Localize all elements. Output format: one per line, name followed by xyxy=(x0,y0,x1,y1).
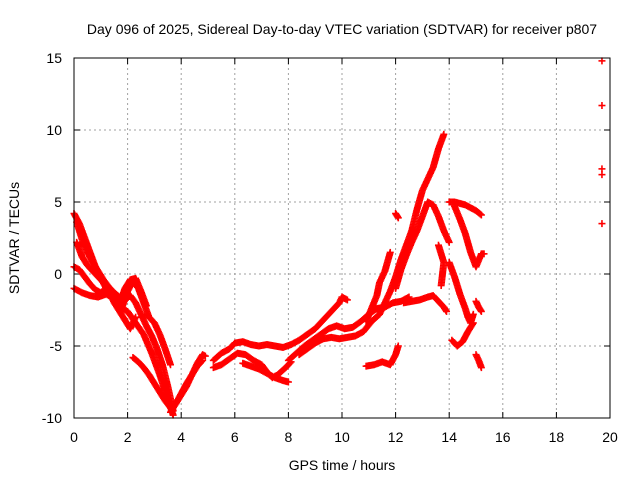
y-tick-label: -10 xyxy=(42,410,62,426)
data-point xyxy=(142,302,150,310)
data-point xyxy=(386,248,394,256)
data-point xyxy=(469,319,477,327)
x-tick-label: 12 xyxy=(388,429,404,445)
data-point xyxy=(166,361,174,369)
data-point xyxy=(132,313,140,321)
y-axis-ticks: -10 -5 0 5 10 15 xyxy=(42,50,610,426)
data-point xyxy=(199,356,207,364)
data-point xyxy=(443,307,451,315)
x-tick-label: 10 xyxy=(334,429,350,445)
data-point xyxy=(394,214,402,222)
x-axis-label: GPS time / hours xyxy=(289,457,396,473)
data-point xyxy=(598,220,606,228)
y-tick-label: 10 xyxy=(46,122,62,138)
data-point xyxy=(445,238,453,246)
data-point xyxy=(477,307,485,315)
data-point xyxy=(198,358,206,366)
plot-frame xyxy=(73,57,611,419)
y-tick-label: 5 xyxy=(54,194,62,210)
data-point xyxy=(343,296,351,304)
data-point xyxy=(469,310,477,318)
x-axis-ticks: 0 2 4 6 8 10 12 14 16 18 20 xyxy=(70,58,618,445)
data-points xyxy=(70,57,606,419)
x-tick-label: 6 xyxy=(231,429,239,445)
x-tick-label: 8 xyxy=(285,429,293,445)
data-point xyxy=(480,250,488,258)
chart-title: Day 096 of 2025, Sidereal Day-to-day VTE… xyxy=(87,21,597,37)
y-tick-label: 15 xyxy=(46,50,62,66)
data-point xyxy=(476,210,484,218)
y-tick-label: 0 xyxy=(54,266,62,282)
x-tick-label: 14 xyxy=(441,429,457,445)
y-axis-label: SDTVAR / TECUs xyxy=(6,182,22,294)
x-tick-label: 2 xyxy=(124,429,132,445)
data-point xyxy=(598,57,606,65)
x-tick-label: 20 xyxy=(602,429,618,445)
data-point xyxy=(284,378,292,386)
data-point xyxy=(437,282,445,290)
data-point xyxy=(598,102,606,110)
data-point xyxy=(394,342,402,350)
x-tick-label: 16 xyxy=(495,429,511,445)
data-point xyxy=(477,211,485,219)
data-point xyxy=(440,130,448,138)
data-point xyxy=(201,352,209,360)
y-tick-label: -5 xyxy=(50,338,63,354)
data-point xyxy=(477,364,485,372)
data-point xyxy=(598,171,606,179)
x-tick-label: 4 xyxy=(177,429,185,445)
x-tick-label: 18 xyxy=(549,429,565,445)
x-tick-label: 0 xyxy=(70,429,78,445)
